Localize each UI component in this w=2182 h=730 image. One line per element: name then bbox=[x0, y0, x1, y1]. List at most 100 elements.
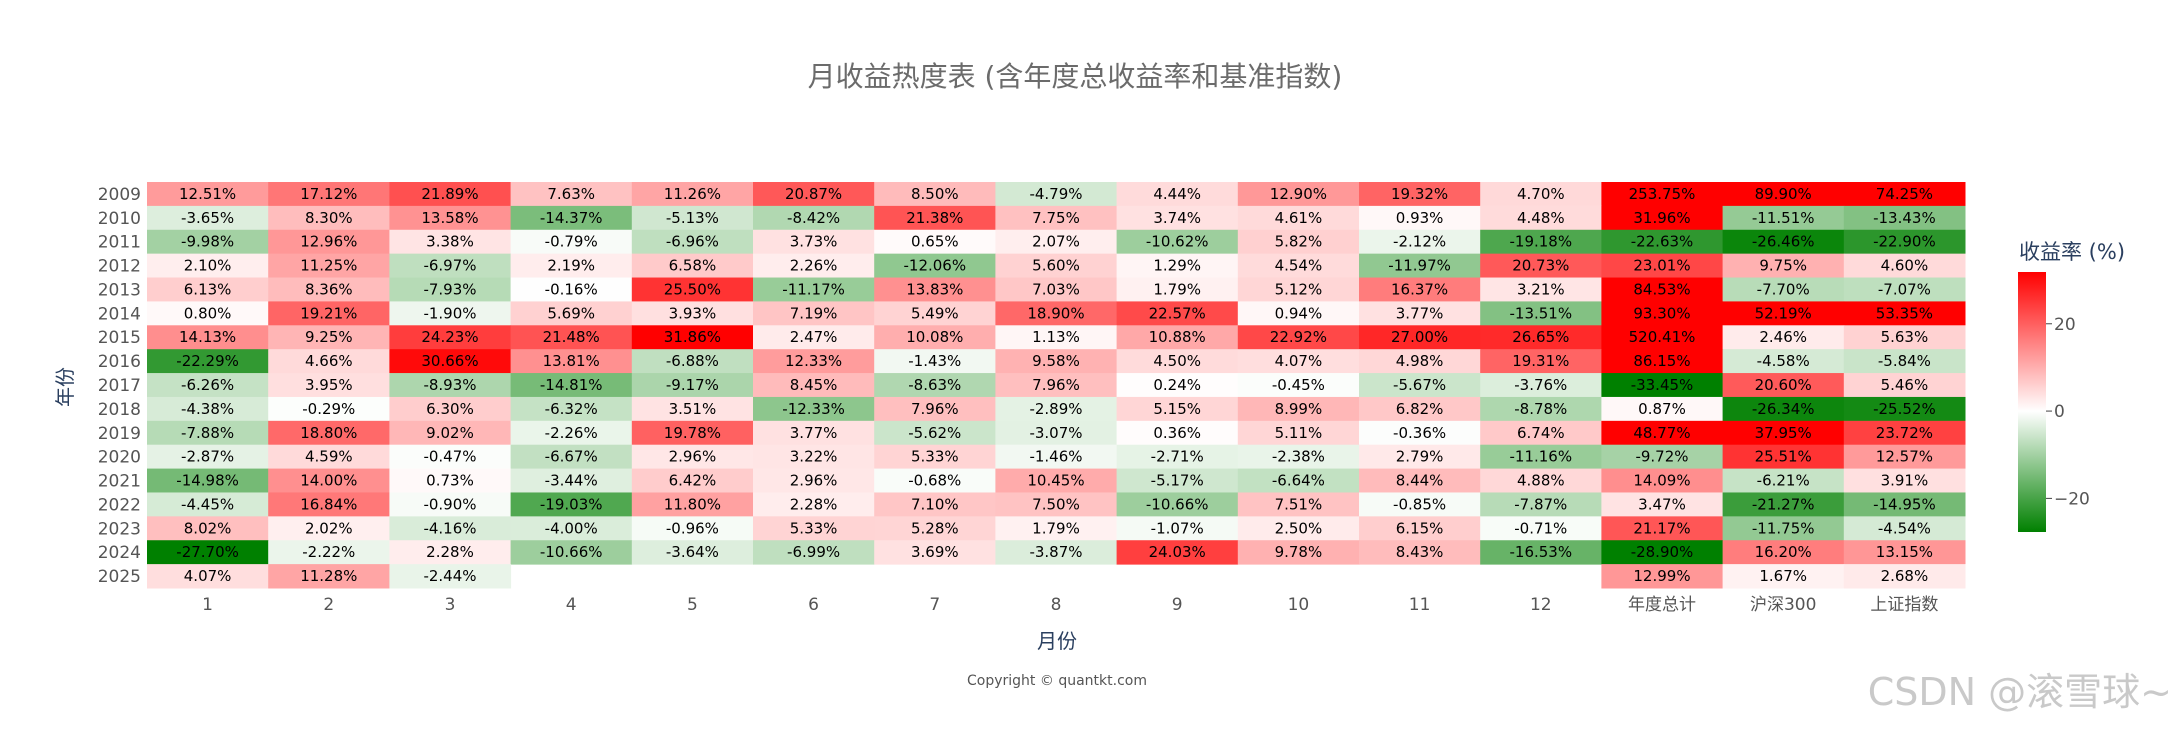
heatmap-cell bbox=[631, 325, 754, 350]
cell-value-label: 12.90% bbox=[1270, 185, 1327, 203]
heatmap-cell bbox=[753, 325, 875, 350]
heatmap-cell bbox=[1480, 277, 1602, 302]
y-tick-label: 2015 bbox=[98, 328, 141, 348]
cell-value-label: 4.48% bbox=[1517, 209, 1565, 227]
cell-value-label: 7.19% bbox=[790, 304, 838, 322]
cell-value-label: -3.64% bbox=[666, 543, 719, 561]
heatmap-cell bbox=[995, 396, 1118, 422]
x-tick-label: 12 bbox=[1530, 595, 1552, 615]
heatmap-cell bbox=[995, 468, 1118, 493]
heatmap-cell bbox=[510, 182, 633, 207]
cell-value-label: 4.07% bbox=[1275, 352, 1323, 370]
cell-value-label: -0.71% bbox=[1514, 519, 1567, 537]
heatmap-cell bbox=[1601, 468, 1724, 493]
heatmap-cell bbox=[268, 325, 390, 350]
cell-value-label: -6.97% bbox=[423, 257, 476, 275]
cell-value-label: -4.16% bbox=[423, 519, 476, 537]
heatmap-cell bbox=[510, 492, 633, 517]
watermark-text: CSDN @滚雪球~ bbox=[1867, 670, 2172, 714]
heatmap-cell bbox=[147, 444, 269, 470]
cell-value-label: 74.25% bbox=[1876, 185, 1933, 203]
heatmap-cell bbox=[995, 325, 1118, 350]
heatmap-cell bbox=[1843, 516, 1966, 541]
heatmap-cell bbox=[1601, 301, 1724, 326]
heatmap-cell bbox=[1601, 253, 1724, 279]
heatmap-cell bbox=[1359, 349, 1481, 374]
heatmap-cell bbox=[510, 325, 633, 350]
heatmap-cell bbox=[874, 540, 996, 565]
cell-value-label: -6.96% bbox=[666, 233, 719, 251]
cell-value-label: 21.38% bbox=[906, 209, 963, 227]
cell-value-label: 8.45% bbox=[790, 376, 838, 394]
cell-value-label: 2.28% bbox=[790, 495, 838, 513]
heatmap-cell bbox=[1237, 540, 1360, 565]
cell-value-label: 7.96% bbox=[1032, 376, 1080, 394]
heatmap-cell bbox=[874, 444, 996, 470]
cell-value-label: 2.96% bbox=[790, 472, 838, 490]
cell-value-label: 37.95% bbox=[1755, 424, 1812, 442]
cell-value-label: 21.17% bbox=[1633, 519, 1690, 537]
cell-value-label: -8.78% bbox=[1514, 400, 1567, 418]
cell-value-label: 13.58% bbox=[421, 209, 478, 227]
cell-value-label: 3.38% bbox=[426, 233, 474, 251]
heatmap-cell bbox=[510, 205, 633, 231]
cell-value-label: -2.38% bbox=[1272, 448, 1325, 466]
heatmap-cell bbox=[1359, 540, 1481, 565]
cell-value-label: -12.06% bbox=[903, 257, 966, 275]
y-tick-label: 2011 bbox=[98, 233, 141, 253]
heatmap-cell bbox=[1359, 373, 1481, 398]
cell-value-label: 3.21% bbox=[1517, 280, 1565, 298]
y-tick-label: 2012 bbox=[98, 257, 141, 277]
cell-value-label: -6.21% bbox=[1757, 472, 1810, 490]
cell-value-label: 11.26% bbox=[664, 185, 721, 203]
cell-value-label: -0.96% bbox=[666, 519, 719, 537]
heatmap-cell bbox=[1722, 540, 1845, 565]
cell-value-label: -10.62% bbox=[1146, 233, 1209, 251]
cell-value-label: 7.96% bbox=[911, 400, 959, 418]
heatmap-cell bbox=[1480, 182, 1602, 207]
heatmap-cell bbox=[268, 396, 390, 422]
cell-value-label: 11.80% bbox=[664, 495, 721, 513]
heatmap-cell bbox=[268, 420, 390, 446]
cell-value-label: -0.68% bbox=[908, 472, 961, 490]
heatmap-cell bbox=[1116, 205, 1239, 231]
heatmap-cell bbox=[1843, 373, 1966, 398]
heatmap-cell bbox=[147, 468, 269, 493]
heatmap-cell bbox=[874, 516, 996, 541]
cell-value-label: 25.51% bbox=[1755, 448, 1812, 466]
heatmap-cell bbox=[1722, 444, 1845, 470]
cell-value-label: 31.96% bbox=[1633, 209, 1690, 227]
heatmap-cell bbox=[268, 373, 390, 398]
cell-value-label: 3.69% bbox=[911, 543, 959, 561]
cell-value-label: -0.90% bbox=[423, 495, 476, 513]
heatmap-cell bbox=[510, 373, 633, 398]
cell-value-label: 12.57% bbox=[1876, 448, 1933, 466]
heatmap-cell bbox=[631, 492, 754, 517]
cell-value-label: -6.88% bbox=[666, 352, 719, 370]
cell-value-label: -9.72% bbox=[1635, 448, 1688, 466]
heatmap-cell bbox=[1237, 325, 1360, 350]
heatmap-cell bbox=[268, 516, 390, 541]
heatmap-cell bbox=[753, 182, 875, 207]
heatmap-cell bbox=[1116, 325, 1239, 350]
cell-value-label: -7.87% bbox=[1514, 495, 1567, 513]
cell-value-label: 20.87% bbox=[785, 185, 842, 203]
heatmap-cell bbox=[1116, 492, 1239, 517]
cell-value-label: 10.08% bbox=[906, 328, 963, 346]
cell-value-label: 8.50% bbox=[911, 185, 959, 203]
heatmap-cell bbox=[874, 325, 996, 350]
heatmap-cell bbox=[1722, 492, 1845, 517]
y-tick-label: 2022 bbox=[98, 495, 141, 515]
cell-value-label: 5.15% bbox=[1153, 400, 1201, 418]
heatmap-cell bbox=[147, 349, 269, 374]
cell-value-label: 16.84% bbox=[300, 495, 357, 513]
heatmap-cell bbox=[1359, 420, 1481, 446]
cell-value-label: 4.88% bbox=[1517, 472, 1565, 490]
heatmap-cell bbox=[1359, 205, 1481, 231]
cell-value-label: 0.36% bbox=[1153, 424, 1201, 442]
cell-value-label: 12.51% bbox=[179, 185, 236, 203]
heatmap-cell bbox=[753, 540, 875, 565]
cell-value-label: 2.10% bbox=[184, 257, 232, 275]
cell-value-label: 7.10% bbox=[911, 495, 959, 513]
cell-value-label: -6.67% bbox=[545, 448, 598, 466]
